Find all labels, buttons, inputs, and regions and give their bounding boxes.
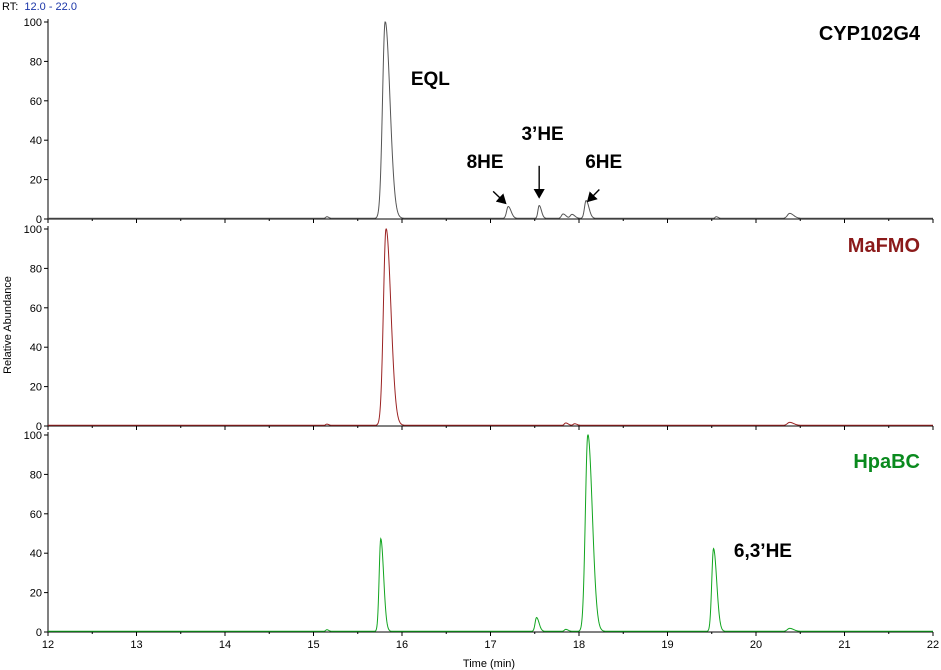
peak-arrow <box>586 188 600 203</box>
x-tick-label: 17 <box>484 639 496 651</box>
peak-label: EQL <box>411 69 450 90</box>
panel-label-mafmo: MaFMO <box>848 235 920 257</box>
y-tick-label: 60 <box>30 303 42 315</box>
y-axis-title: Relative Abundance <box>2 276 14 374</box>
x-tick-label: 22 <box>927 639 939 651</box>
peak-arrow <box>492 190 507 205</box>
y-tick-label: 60 <box>30 96 42 108</box>
y-tick-label: 40 <box>30 342 42 354</box>
y-tick-label: 80 <box>30 56 42 68</box>
x-tick-label: 12 <box>42 639 54 651</box>
panel-cyp102g4: 0 20 40 60 80 100 CYP102G4 EQL 8HE 3’HE 6HE <box>24 17 934 226</box>
panel-label-cyp102g4: CYP102G4 <box>819 23 921 45</box>
peak-label: 3’HE <box>521 124 563 145</box>
rt-range: 12.0 - 22.0 <box>24 1 77 13</box>
y-tick-label: 80 <box>30 469 42 481</box>
x-tick-label: 15 <box>307 639 319 651</box>
panel-mafmo: 0 20 40 60 80 100 MaFMO <box>24 224 934 433</box>
x-tick-label: 16 <box>396 639 408 651</box>
panel-label-hpabc: HpaBC <box>853 451 920 473</box>
panel-hpabc: 0 20 40 60 80 100 HpaBC 6,3’HE <box>24 430 934 639</box>
peak-label: 6,3’HE <box>734 541 792 562</box>
y-tick-label: 0 <box>36 214 42 226</box>
x-tick-label: 20 <box>750 639 762 651</box>
y-tick-label: 0 <box>36 421 42 433</box>
peak-label: 6HE <box>585 152 622 173</box>
trace-cyp102g4 <box>48 21 933 219</box>
y-tick-label: 80 <box>30 263 42 275</box>
y-tick-label: 100 <box>24 224 42 236</box>
y-tick-label: 100 <box>24 430 42 442</box>
peak-label: 8HE <box>467 152 504 173</box>
x-tick-label: 13 <box>130 639 142 651</box>
y-tick-label: 20 <box>30 382 42 394</box>
x-tick-label: 19 <box>661 639 673 651</box>
y-tick-label: 0 <box>36 627 42 639</box>
rt-label: RT: 12.0 - 22.0 <box>2 1 77 13</box>
chart-layer: 0 20 40 60 80 100 CYP102G4 EQL 8HE 3’HE 6HE 0 20 40 60… <box>24 17 939 651</box>
rt-prefix: RT: <box>2 1 18 13</box>
x-axis-title: Time (min) <box>463 658 515 670</box>
x-tick-label: 21 <box>838 639 850 651</box>
trace-hpabc <box>48 434 933 632</box>
y-tick-label: 100 <box>24 17 42 29</box>
y-tick-label: 20 <box>30 588 42 600</box>
x-tick-label: 18 <box>573 639 585 651</box>
x-tick-label: 14 <box>219 639 231 651</box>
y-tick-label: 40 <box>30 548 42 560</box>
y-tick-label: 40 <box>30 135 42 147</box>
y-tick-label: 60 <box>30 509 42 521</box>
trace-mafmo <box>48 228 933 426</box>
y-tick-label: 20 <box>30 175 42 187</box>
